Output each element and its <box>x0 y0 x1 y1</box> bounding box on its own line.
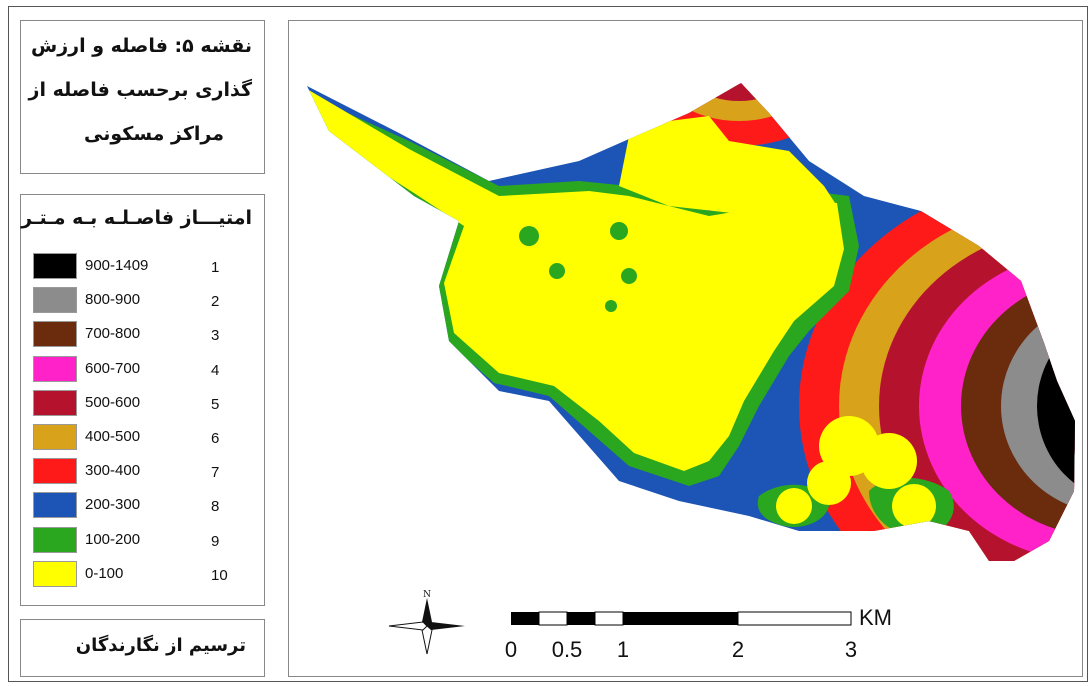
green-island-1 <box>519 226 539 246</box>
north-label: N <box>423 590 431 600</box>
legend-swatch <box>33 526 77 553</box>
legend-swatch <box>33 355 77 382</box>
credit-box: ترسیم از نگارندگان <box>20 619 265 677</box>
legend-swatch <box>33 424 77 450</box>
legend-swatch <box>33 492 77 519</box>
legend-item: 500-600 5 <box>33 389 253 418</box>
legend-score: 10 <box>211 566 228 584</box>
legend-score: 3 <box>211 327 220 345</box>
band-0-100-blob-5 <box>807 461 851 505</box>
band-0-100-blob-2 <box>819 416 879 476</box>
legend-swatch <box>33 253 77 279</box>
scale-bar: KM 0 0.5 1 2 3 <box>505 605 892 662</box>
legend-score: 2 <box>211 293 220 311</box>
legend-range: 100-200 <box>85 530 141 548</box>
legend-range: 0-100 <box>85 564 124 582</box>
green-island-3 <box>549 263 565 279</box>
green-island-2 <box>610 222 628 240</box>
legend-item: 600-700 4 <box>33 355 253 384</box>
distance-bands <box>307 21 1075 561</box>
legend-item: 400-500 6 <box>33 424 253 452</box>
legend-range: 300-400 <box>85 462 141 480</box>
legend-item: 300-400 7 <box>33 458 253 486</box>
legend-range: 900-1409 <box>85 257 149 274</box>
legend: امتیـــاز فاصـلـه بـه مـتـر 900-1409 1 800… <box>20 194 265 606</box>
band-0-100-north <box>619 116 837 216</box>
north-arrow-icon <box>388 598 465 655</box>
map-frame: N KM 0 0.5 1 2 3 <box>288 20 1083 677</box>
legend-swatch <box>33 560 77 587</box>
north-band-500-600 <box>674 83 804 101</box>
legend-range: 700-800 <box>85 325 141 343</box>
scale-tick-0: 0 <box>505 637 517 662</box>
green-island-4 <box>621 268 637 284</box>
band-0-100 <box>307 89 844 471</box>
distance-map: N KM 0 0.5 1 2 3 <box>307 21 1075 662</box>
scale-tick-1: 1 <box>617 637 629 662</box>
map-title-line-2: گذاری برحسب فاصله از <box>28 79 253 101</box>
band-0-100-blob-4 <box>776 488 812 524</box>
scale-unit: KM <box>859 605 892 630</box>
scale-tick-2: 2 <box>732 637 744 662</box>
legend-title: امتیـــاز فاصـلـه بـه مـتـر <box>21 207 252 229</box>
legend-score: 5 <box>211 395 220 413</box>
legend-item: 700-800 3 <box>33 321 253 349</box>
legend-swatch <box>33 389 77 416</box>
legend-swatch <box>33 458 77 485</box>
legend-item: 200-300 8 <box>33 492 253 520</box>
legend-range: 800-900 <box>85 291 141 309</box>
legend-item: 0-100 10 <box>33 560 253 589</box>
legend-range: 200-300 <box>85 496 141 514</box>
north-band-700-800 <box>714 21 764 67</box>
north-band-600-700 <box>694 83 784 84</box>
scale-tick-0-5: 0.5 <box>552 637 583 662</box>
map-title-line-3: مراکز مسکونی <box>84 123 224 145</box>
map-title-line-1: نقشه ۵: فاصله و ارزش <box>31 35 252 57</box>
north-band-400-500 <box>654 83 824 121</box>
legend-item: 100-200 9 <box>33 526 253 555</box>
legend-score: 9 <box>211 532 220 550</box>
band-0-100-blob-3 <box>892 484 936 528</box>
legend-score: 4 <box>211 361 220 379</box>
green-island-5 <box>605 300 617 312</box>
legend-range: 600-700 <box>85 359 141 377</box>
legend-item: 800-900 2 <box>33 287 253 315</box>
credit-text: ترسیم از نگارندگان <box>75 635 246 656</box>
legend-score: 8 <box>211 498 220 516</box>
legend-swatch <box>33 321 77 348</box>
legend-score: 1 <box>211 259 220 276</box>
legend-item: 900-1409 1 <box>33 253 253 281</box>
legend-score: 6 <box>211 430 220 447</box>
legend-swatch <box>33 287 77 314</box>
legend-score: 7 <box>211 464 220 482</box>
legend-range: 500-600 <box>85 393 141 411</box>
legend-range: 400-500 <box>85 428 141 445</box>
scale-tick-3: 3 <box>845 637 857 662</box>
map-title-box: نقشه ۵: فاصله و ارزش گذاری برحسب فاصله ا… <box>20 20 265 174</box>
